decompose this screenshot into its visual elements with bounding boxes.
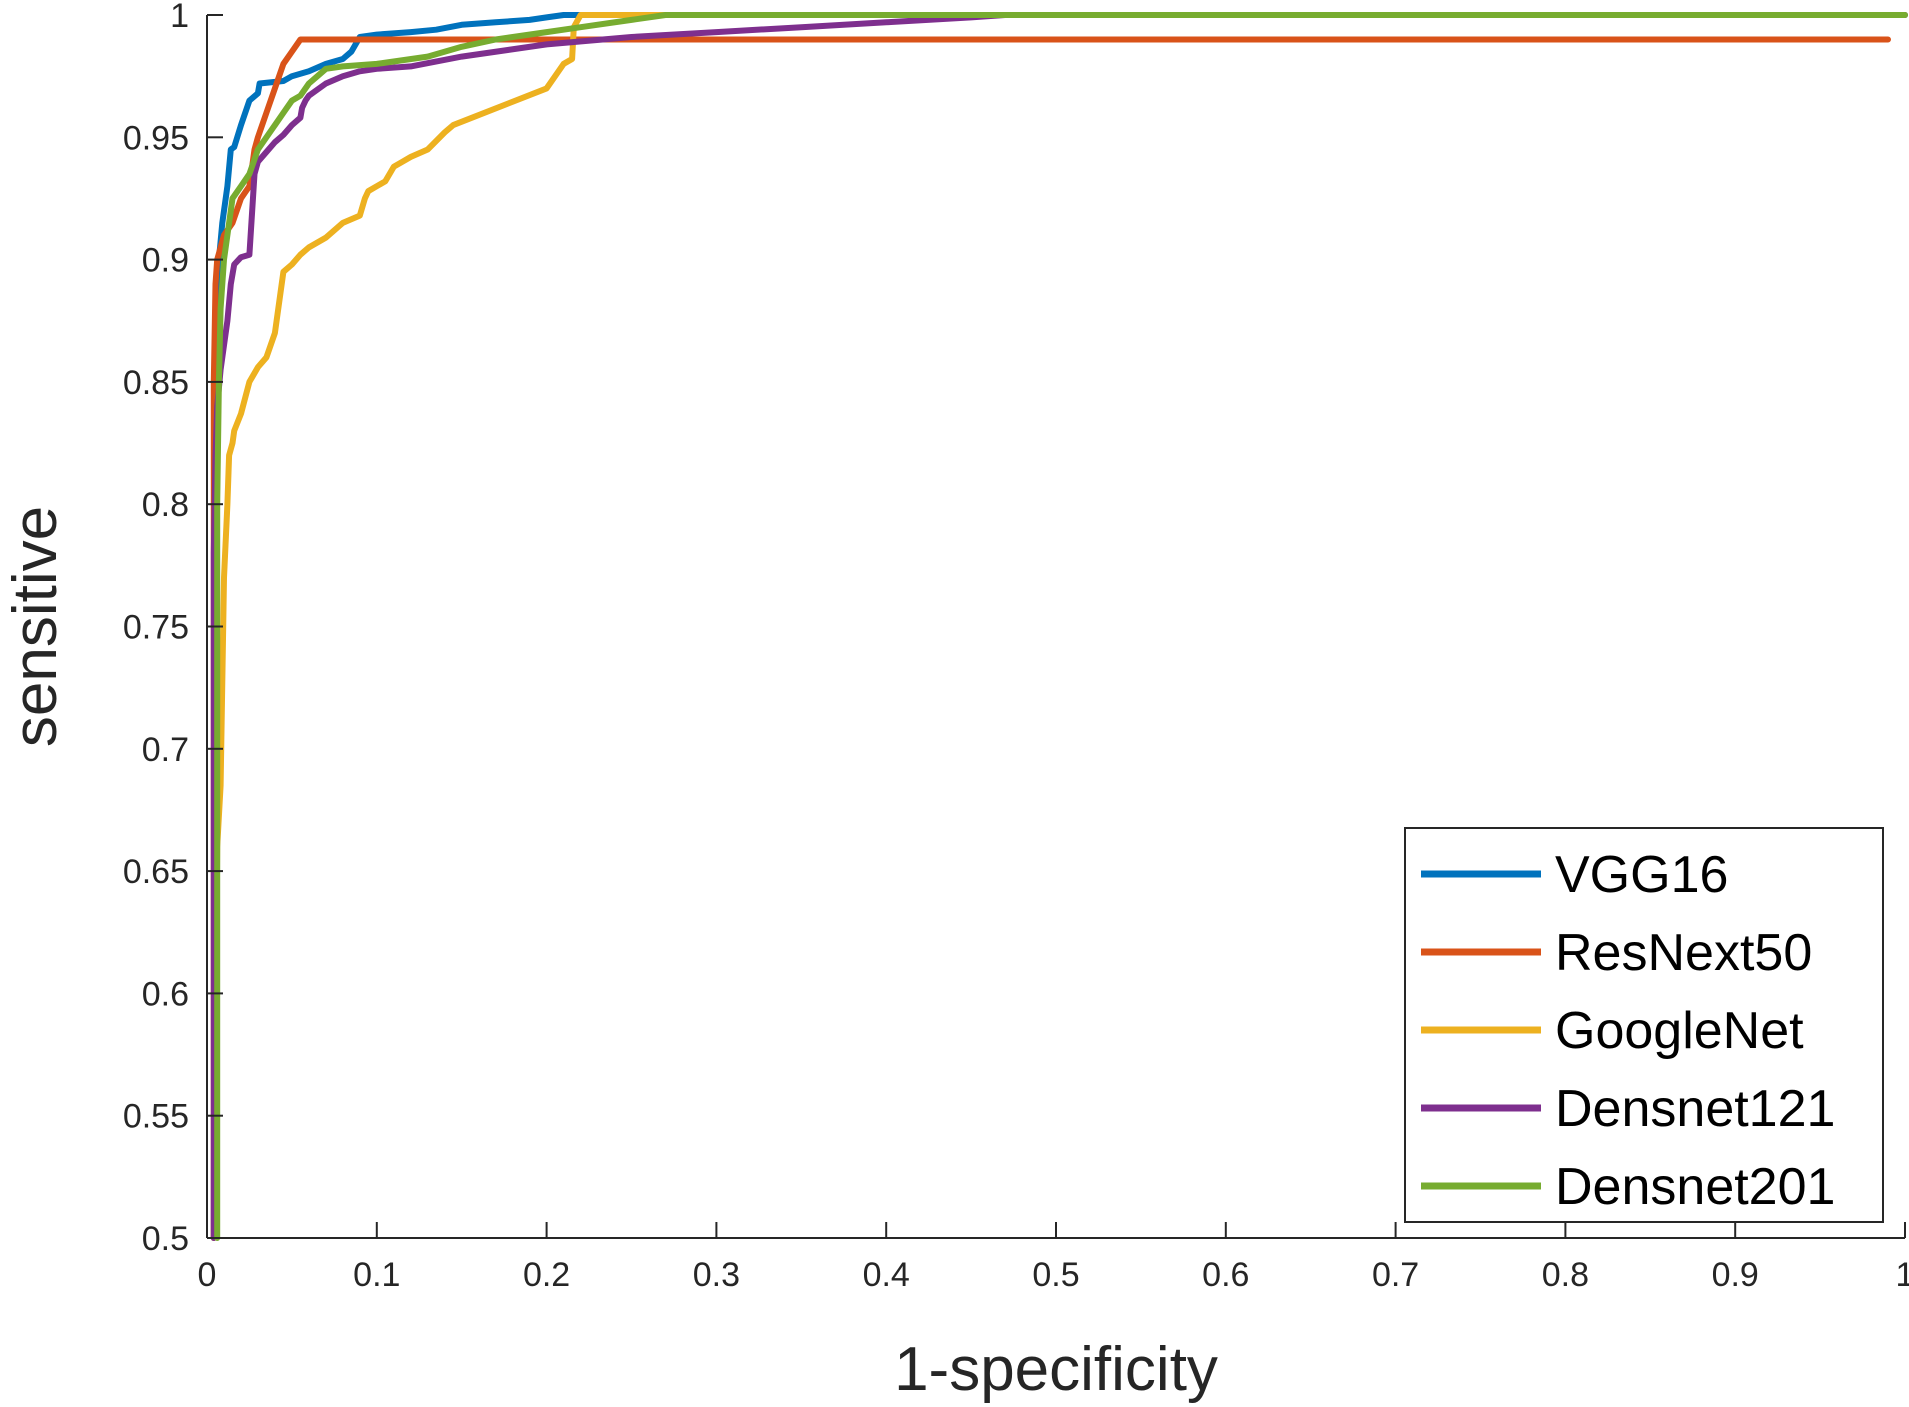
y-tick-label: 0.6	[142, 975, 189, 1013]
legend-label-vgg16: VGG16	[1555, 846, 1728, 904]
x-tick-label: 1	[1896, 1256, 1909, 1294]
y-tick-label: 0.75	[123, 609, 189, 647]
x-axis-title: 1-specificity	[894, 1335, 1218, 1404]
y-tick-label: 0.7	[142, 731, 189, 769]
x-tick-label: 0.1	[353, 1256, 400, 1294]
series-line-resnext50	[210, 36, 1891, 1241]
legend: VGG16 ResNext50 GoogleNet Densnet121 Densnet…	[1404, 827, 1884, 1223]
series-lines	[210, 12, 1908, 1241]
y-tick-label: 0.8	[142, 486, 189, 524]
legend-label-resnext50: ResNext50	[1555, 924, 1812, 982]
legend-label-densnet201: Densnet201	[1555, 1158, 1835, 1216]
legend-label-googlenet: GoogleNet	[1555, 1002, 1804, 1060]
x-tick-label: 0.3	[693, 1256, 740, 1294]
x-tick-label: 0	[198, 1256, 217, 1294]
y-tick-label: 0.65	[123, 853, 189, 891]
axes: 0 0.1 0.2 0.3 0.4 0.5 0.6 0.7 0.8 0.9 1 0.5 0.55 0.6 0…	[123, 0, 1909, 1294]
y-tick-label: 0.5	[142, 1220, 189, 1258]
y-axis-title: sensitive	[1, 506, 70, 747]
legend-label-densnet121: Densnet121	[1555, 1080, 1835, 1138]
x-tick-label: 0.7	[1372, 1256, 1419, 1294]
series-line-densnet201	[214, 12, 1908, 1241]
x-tick-label: 0.6	[1202, 1256, 1249, 1294]
legend-box	[1404, 827, 1884, 1223]
x-tick-label: 0.9	[1712, 1256, 1759, 1294]
y-tick-label: 1	[170, 0, 189, 35]
y-tick-label: 0.95	[123, 119, 189, 157]
x-tick-label: 0.5	[1032, 1256, 1079, 1294]
x-tick-label: 0.2	[523, 1256, 570, 1294]
y-tick-label: 0.55	[123, 1098, 189, 1136]
y-tick-label: 0.9	[142, 242, 189, 280]
x-tick-label: 0.4	[863, 1256, 910, 1294]
y-tick-label: 0.85	[123, 364, 189, 402]
x-tick-label: 0.8	[1542, 1256, 1589, 1294]
